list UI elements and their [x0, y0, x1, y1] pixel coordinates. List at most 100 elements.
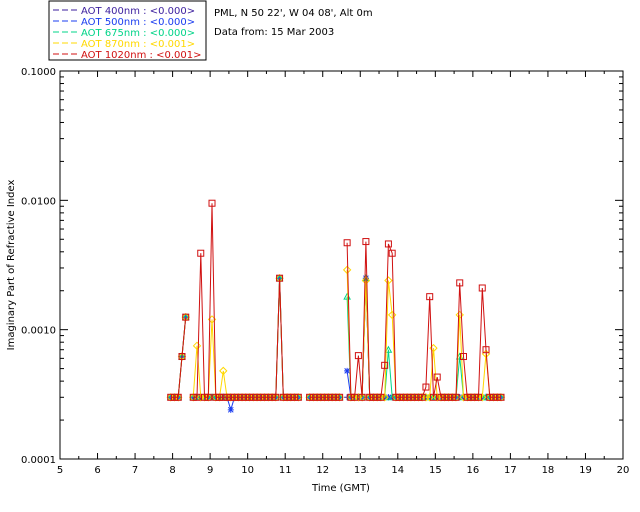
- data-point-diamond: [361, 276, 371, 285]
- data-point-square: [414, 393, 422, 401]
- data-point-square: [343, 239, 351, 247]
- x-axis: 5 6 7 8 9 10 11 12 13 14 15 16 17 18 19 20: [57, 71, 630, 476]
- data-point-diamond: [425, 393, 434, 402]
- data-point-square: [418, 393, 426, 401]
- x-tick-label: 9: [207, 465, 213, 476]
- data-point-square: [227, 393, 235, 401]
- data-point-square: [459, 353, 467, 361]
- data-point-square: [170, 393, 178, 401]
- data-point-square: [497, 393, 505, 401]
- chart-title-location: PML, N 50 22', W 04 08', Alt 0m: [214, 8, 373, 19]
- data-point-square: [249, 393, 257, 401]
- series-aot-500nm: [167, 275, 505, 413]
- series-line: [170, 203, 501, 398]
- data-point-square: [399, 393, 407, 401]
- data-point-square: [167, 393, 175, 401]
- data-point-star: [344, 367, 351, 374]
- x-tick-label: 15: [429, 465, 442, 476]
- data-point-square: [238, 393, 246, 401]
- data-point-square: [448, 393, 456, 401]
- x-tick-label: 16: [466, 465, 479, 476]
- data-point-square: [332, 393, 340, 401]
- data-point-square: [189, 393, 197, 401]
- data-point-square: [208, 199, 216, 207]
- data-point-square: [231, 393, 239, 401]
- data-point-square: [369, 393, 377, 401]
- data-point-square: [482, 346, 490, 354]
- x-tick-label: 18: [542, 465, 555, 476]
- data-point-square: [219, 393, 227, 401]
- data-point-square: [272, 393, 280, 401]
- data-point-square: [261, 393, 269, 401]
- series-aot-1020nm: [167, 199, 505, 401]
- data-point-square: [486, 393, 494, 401]
- data-point-square: [444, 393, 452, 401]
- series-aot-675nm: [166, 274, 505, 401]
- data-point-square: [216, 393, 224, 401]
- data-point-square: [223, 393, 231, 401]
- data-point-square: [354, 352, 362, 360]
- legend-label: AOT 500nm : <0.000>: [81, 17, 195, 28]
- x-tick-label: 14: [391, 465, 404, 476]
- data-point-square: [201, 393, 209, 401]
- data-point-square: [294, 393, 302, 401]
- data-point-square: [204, 393, 212, 401]
- data-point-square: [478, 284, 486, 292]
- data-point-triangle: [384, 345, 393, 353]
- data-point-square: [377, 393, 385, 401]
- data-point-square: [328, 393, 336, 401]
- data-point-square: [178, 353, 186, 361]
- data-point-square: [474, 393, 482, 401]
- x-tick-label: 20: [617, 465, 630, 476]
- data-point-square: [309, 393, 317, 401]
- data-point-triangle: [208, 393, 216, 401]
- series-line: [170, 278, 501, 398]
- data-point-square: [452, 393, 460, 401]
- y-tick-label: 0.0001: [21, 455, 56, 466]
- data-point-square: [437, 393, 445, 401]
- data-point-diamond: [455, 310, 464, 320]
- x-tick-label: 11: [279, 465, 292, 476]
- data-point-square: [362, 238, 370, 246]
- plot-frame: [59, 70, 624, 460]
- data-point-square: [212, 393, 220, 401]
- data-point-square: [336, 393, 344, 401]
- series-line: [170, 269, 501, 398]
- data-point-square: [321, 393, 329, 401]
- data-point-square: [253, 393, 261, 401]
- data-point-square: [242, 393, 250, 401]
- data-point-square: [317, 393, 325, 401]
- data-point-diamond: [478, 393, 487, 402]
- data-point-square: [407, 393, 415, 401]
- data-point-square: [441, 393, 449, 401]
- data-point-square: [347, 393, 355, 401]
- data-point-square: [358, 393, 366, 401]
- data-point-square: [276, 274, 284, 282]
- data-point-diamond: [219, 366, 228, 376]
- data-point-square: [381, 361, 389, 369]
- data-point-square: [306, 393, 314, 401]
- y-tick-label: 0.1000: [21, 67, 56, 78]
- x-tick-label: 7: [132, 465, 138, 476]
- data-point-square: [429, 393, 437, 401]
- data-point-square: [193, 393, 201, 401]
- data-point-diamond: [433, 393, 442, 402]
- x-tick-label: 6: [94, 465, 100, 476]
- data-point-square: [287, 393, 295, 401]
- data-point-square: [388, 249, 396, 257]
- data-point-square: [283, 393, 291, 401]
- legend-label: AOT 1020nm : <0.001>: [81, 50, 201, 61]
- data-point-diamond: [421, 393, 431, 402]
- data-point-square: [463, 393, 471, 401]
- data-point-square: [234, 393, 242, 401]
- data-point-square: [279, 393, 287, 401]
- data-point-square: [471, 393, 479, 401]
- data-point-square: [490, 393, 498, 401]
- data-point-square: [426, 293, 434, 301]
- data-point-square: [291, 393, 299, 401]
- data-point-square: [366, 393, 374, 401]
- x-tick-label: 10: [241, 465, 254, 476]
- data-point-diamond: [459, 393, 468, 402]
- x-tick-label: 8: [169, 465, 175, 476]
